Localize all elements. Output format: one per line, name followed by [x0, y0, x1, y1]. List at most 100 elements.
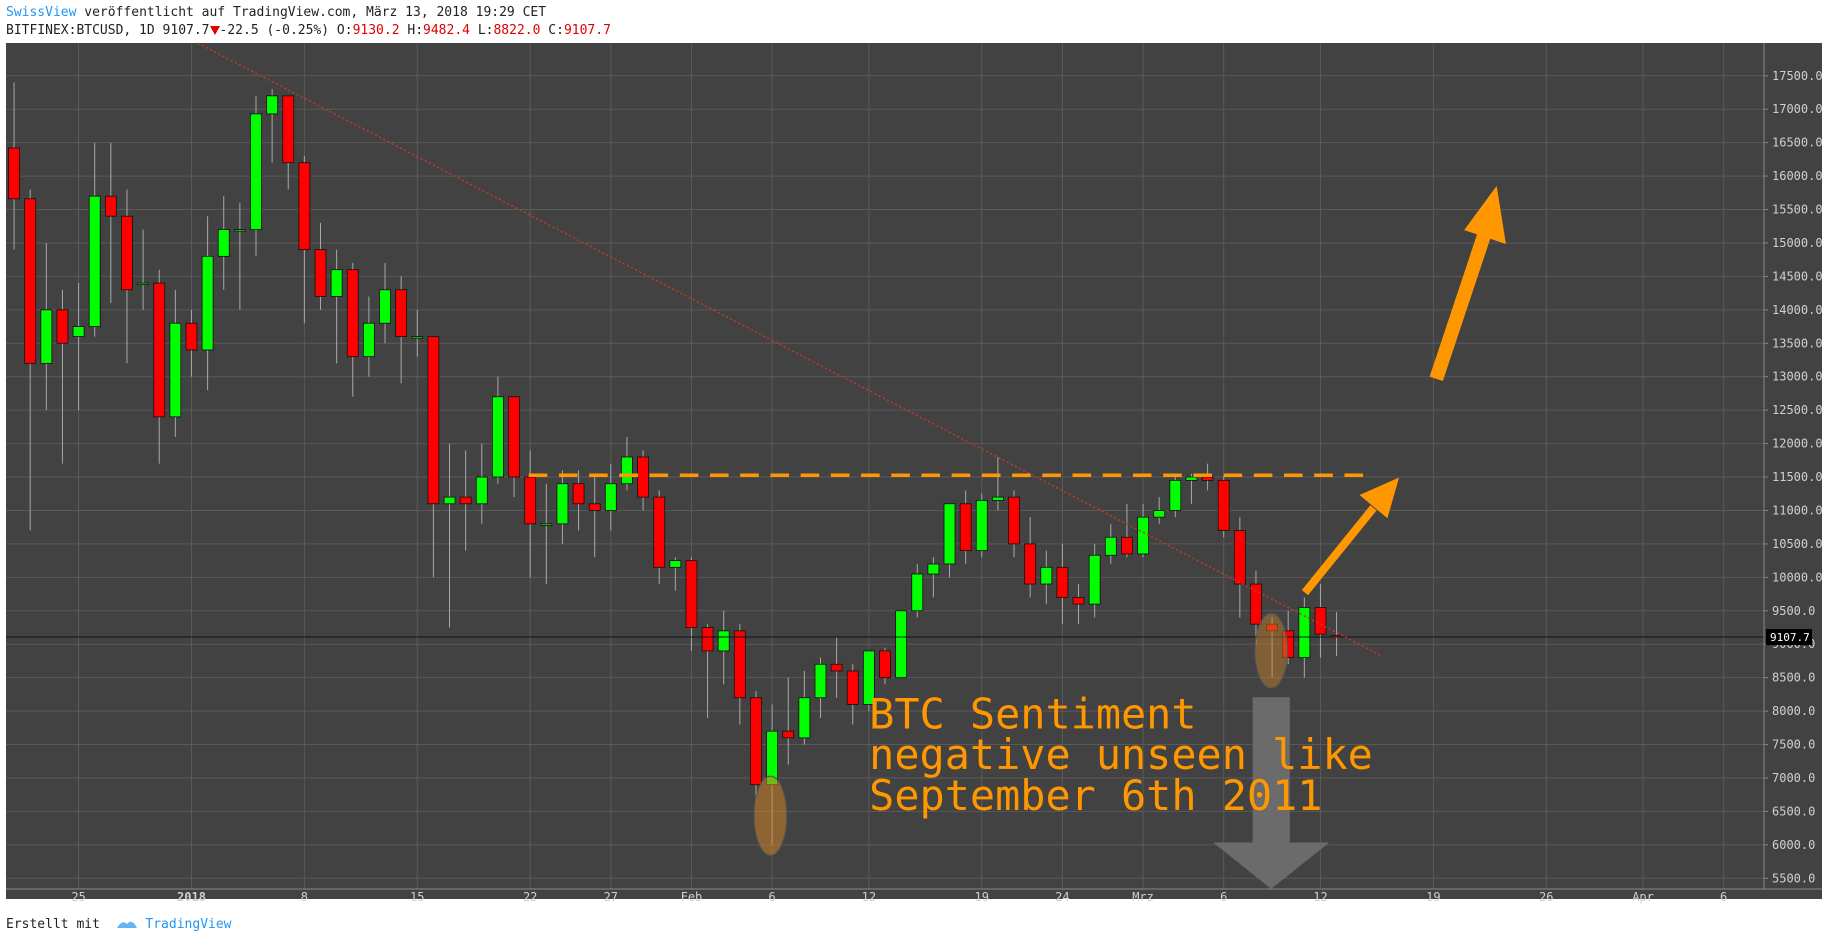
value: 9130.2: [352, 23, 400, 38]
body: [1121, 536, 1133, 555]
y-tick-label: 16000.0: [1772, 169, 1822, 183]
arrow-head: [1464, 185, 1506, 245]
body: [717, 630, 730, 652]
body: [733, 630, 746, 699]
label: L:: [477, 23, 494, 38]
symbol: BITFINEX:BTCUSD, 1D: [6, 23, 155, 38]
value: 9107.7: [563, 23, 611, 38]
brand[interactable]: TradingView: [145, 917, 232, 932]
body: [1314, 607, 1327, 635]
body: [1282, 630, 1295, 659]
x-tick-label: 19: [975, 890, 989, 904]
y-tick-label: 6500.0: [1772, 804, 1815, 818]
body: [1104, 536, 1117, 556]
y-tick-label: 17500.0: [1772, 69, 1822, 83]
y-tick-label: 15500.0: [1772, 203, 1822, 217]
body: [637, 456, 649, 498]
x-tick-label: 6: [1720, 890, 1727, 904]
price-tag-label: 9107.7: [1770, 631, 1810, 644]
body: [911, 573, 924, 612]
body: [330, 269, 343, 297]
x-tick-label: Apr: [1632, 890, 1654, 904]
body: [927, 563, 940, 575]
y-tick-label: 9500.0: [1772, 604, 1815, 618]
body: [798, 697, 811, 739]
y-tick-label: 12500.0: [1772, 403, 1822, 417]
x-tick-label: 25: [71, 890, 85, 904]
body: [56, 309, 69, 344]
body: [1153, 510, 1166, 518]
body: [121, 215, 133, 291]
body: [266, 95, 279, 115]
x-tick-label: 6: [768, 890, 775, 904]
body: [153, 282, 166, 418]
body: [1217, 479, 1230, 531]
y-tick-label: 8000.0: [1772, 704, 1815, 718]
body: [362, 322, 375, 358]
y-tick-label: 5500.0: [1772, 871, 1815, 885]
body: [1201, 476, 1214, 481]
logo: [116, 921, 137, 928]
body: [975, 500, 988, 551]
x-tick-label: 2018: [177, 890, 206, 904]
y-tick-label: 17000.0: [1772, 102, 1822, 116]
body: [508, 396, 520, 478]
ohlc-o: O:9130.2: [337, 23, 400, 38]
body: [862, 650, 875, 705]
body: [830, 663, 843, 672]
annotation: BTC Sentiment: [869, 690, 1196, 739]
body: [669, 560, 682, 568]
x-tick-label: 12: [1313, 890, 1327, 904]
ohlc-c: C:9107.7: [548, 23, 611, 38]
y-tick-label: 7000.0: [1772, 771, 1815, 785]
y-tick-label: 14000.0: [1772, 303, 1822, 317]
x-tick-label: Mrz: [1132, 890, 1154, 904]
trend-line: [197, 42, 1384, 658]
body: [701, 627, 714, 652]
body: [72, 326, 85, 337]
body: [88, 195, 101, 327]
y-tick-label: 15000.0: [1772, 236, 1822, 250]
y-tick-label: 7500.0: [1772, 738, 1815, 752]
change: -22.5 (-0.25%): [219, 23, 330, 38]
body: [411, 336, 424, 339]
last: 9107.7: [162, 23, 210, 38]
label: H:: [407, 23, 424, 38]
body: [1250, 583, 1262, 625]
highlight: [753, 775, 788, 856]
body: [233, 229, 246, 232]
body: [1266, 623, 1278, 632]
down-arrow-head: [1213, 842, 1330, 889]
body: [814, 663, 827, 699]
annotation: negative unseen like: [869, 730, 1373, 779]
body: [185, 322, 198, 351]
author[interactable]: SwissView: [6, 5, 77, 20]
footer: Erstellt mit TradingView: [6, 917, 232, 932]
body: [943, 503, 956, 565]
body: [1024, 543, 1037, 585]
y-tick-label: 13000.0: [1772, 370, 1822, 384]
body: [8, 147, 20, 200]
arrow-shaft: [1429, 230, 1492, 382]
body: [685, 560, 698, 628]
body: [169, 322, 182, 418]
body: [1072, 597, 1085, 605]
candles: [6, 82, 1764, 845]
body: [1298, 607, 1311, 659]
body: [443, 496, 456, 505]
y-tick-label: 11500.0: [1772, 470, 1822, 484]
body: [1169, 479, 1182, 511]
body: [395, 289, 408, 337]
ohlc-h: H:9482.4: [407, 23, 470, 38]
drawings: BTC Sentiment negative unseen like Septe…: [197, 42, 1506, 889]
body: [217, 229, 230, 257]
ohlc-l: L:8822.0: [478, 23, 541, 38]
body: [524, 476, 537, 525]
y-tick-label: 10000.0: [1772, 570, 1822, 584]
highlight: [1254, 612, 1289, 689]
axes: 5500.0 6000.0 6500.0 7000.0 7500.0 8000.0 8500…: [6, 43, 1822, 904]
body: [1056, 566, 1069, 598]
made-with: Erstellt mit: [6, 917, 100, 932]
